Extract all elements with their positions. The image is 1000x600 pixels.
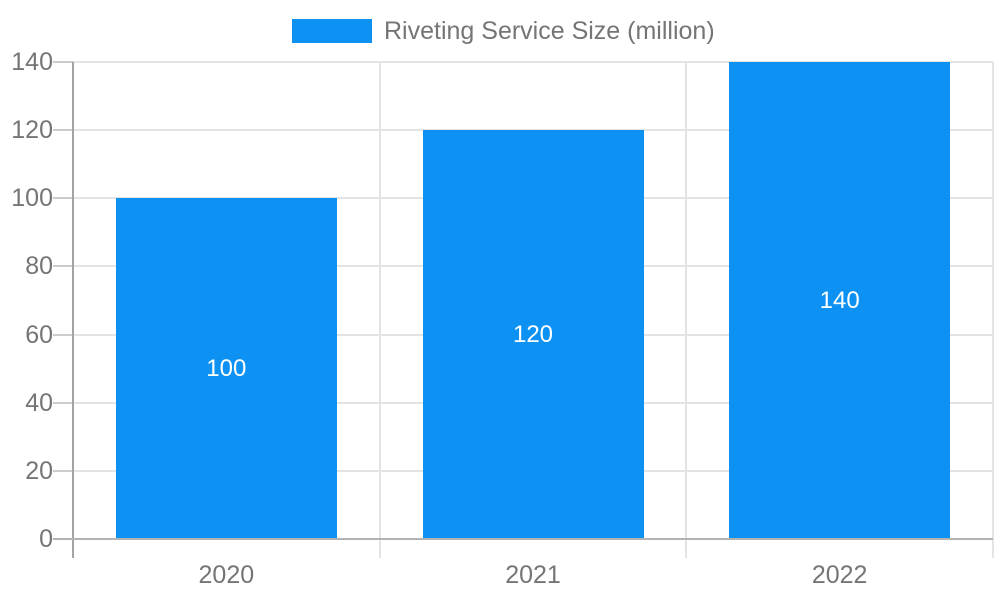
- y-axis-tick-140: [53, 61, 73, 63]
- y-axis-tick-60: [53, 333, 73, 336]
- bar-value-label-2022: 140: [819, 286, 860, 314]
- y-axis-line: [72, 62, 74, 558]
- category-separator-3: [992, 62, 994, 558]
- bar-2020[interactable]: [115, 198, 337, 539]
- category-separator-1: [378, 62, 381, 558]
- x-axis-line: [53, 538, 993, 540]
- gridline-140: [73, 61, 993, 63]
- legend-swatch: [292, 19, 372, 43]
- bar-2021[interactable]: [422, 130, 644, 539]
- category-separator-2: [685, 62, 688, 558]
- y-axis-label-100: 100: [11, 184, 53, 213]
- legend-label: Riveting Service Size (million): [384, 17, 715, 45]
- bar-value-label-2020: 100: [206, 354, 247, 382]
- y-axis-label-20: 20: [25, 456, 53, 485]
- y-axis-tick-120: [53, 129, 73, 132]
- y-axis-tick-100: [53, 197, 73, 200]
- y-axis-label-0: 0: [39, 525, 53, 553]
- y-axis-label-40: 40: [25, 388, 53, 417]
- y-axis-label-60: 60: [25, 320, 53, 349]
- x-axis-label-2022: 2022: [811, 561, 868, 589]
- bar-2022[interactable]: [729, 62, 951, 539]
- y-axis-label-80: 80: [25, 252, 53, 281]
- y-axis-label-140: 140: [11, 48, 53, 76]
- bar-value-label-2021: 120: [512, 320, 554, 348]
- y-axis-tick-80: [53, 265, 73, 268]
- y-axis-label-120: 120: [11, 116, 53, 145]
- legend[interactable]: Riveting Service Size (million): [292, 16, 715, 46]
- x-axis-label-2020: 2020: [198, 561, 255, 589]
- y-axis-tick-20: [53, 469, 73, 472]
- y-axis-tick-40: [53, 401, 73, 404]
- x-axis-label-2021: 2021: [505, 561, 561, 589]
